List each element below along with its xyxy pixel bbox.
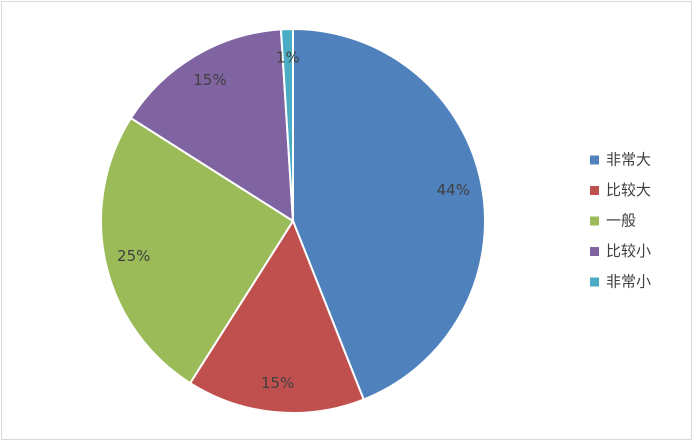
legend-label: 比较大 — [606, 181, 651, 199]
legend-label: 比较小 — [606, 242, 651, 260]
pie-slice — [129, 28, 295, 223]
pie-slice — [100, 116, 295, 385]
legend-label: 一般 — [606, 212, 636, 230]
pie-slice — [292, 27, 486, 401]
legend-marker — [590, 216, 599, 226]
pie-slice — [279, 27, 294, 222]
data-label: 25% — [117, 247, 150, 265]
pie-slice — [188, 218, 365, 414]
legend-marker — [590, 186, 599, 195]
legend-marker — [590, 277, 599, 287]
data-label: 15% — [193, 71, 226, 89]
legend-marker — [590, 247, 599, 256]
data-label: 44% — [437, 181, 470, 199]
legend-label: 非常大 — [606, 151, 651, 169]
data-label: 15% — [261, 374, 294, 392]
data-label: 1% — [276, 48, 300, 66]
legend-marker — [590, 155, 599, 165]
legend-label: 非常小 — [606, 273, 651, 291]
